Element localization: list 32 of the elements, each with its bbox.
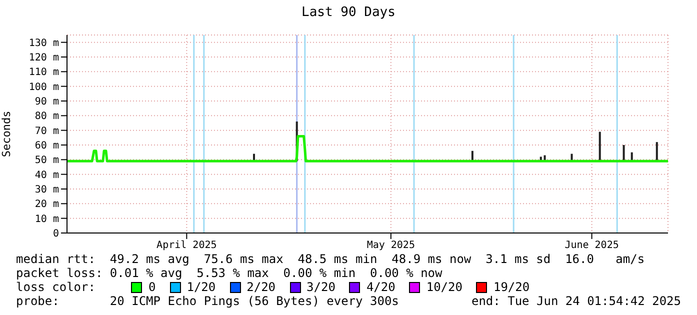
text: 1/20	[186, 280, 216, 294]
x-tick-label: May 2025	[366, 240, 415, 252]
text: packet loss: 0.01 % avg 5.53 % max 0.00 % min 0.00 % now	[16, 266, 442, 280]
text: 0	[148, 280, 156, 294]
x-tick-label: June 2025	[564, 240, 619, 252]
text: end: Tue Jun 24 01:54:42 2025	[471, 294, 681, 308]
x-tick-label: April 2025	[156, 240, 217, 252]
y-tick-label: 120 m	[28, 52, 59, 64]
y-tick-label: 40 m	[34, 170, 59, 181]
y-axis-title: Seconds	[0, 110, 13, 158]
text: median rtt: 49.2 ms avg 75.6 ms max 48.5 ms min 48.9 ms now 3.1 ms sd 16.0 am/s	[16, 252, 645, 266]
y-tick-label: 30 m	[34, 184, 59, 196]
y-tick-label: 0	[52, 228, 59, 240]
text: loss color:	[16, 280, 96, 294]
y-tick-label: 80 m	[34, 111, 59, 122]
text: 4/20	[366, 280, 396, 294]
y-tick-label: 130 m	[28, 38, 59, 49]
line-series	[67, 134, 668, 162]
y-tick-label: 100 m	[28, 82, 59, 93]
text: 10/20	[426, 280, 462, 294]
y-tick-label: 60 m	[34, 140, 59, 152]
y-tick-label: 50 m	[34, 155, 59, 166]
y-tick-label: 10 m	[34, 214, 59, 225]
y-tick-label: 20 m	[34, 199, 59, 210]
y-tick-label: 90 m	[34, 96, 59, 108]
text: 19/20	[493, 280, 530, 294]
text: 3/20	[306, 280, 336, 294]
y-tick-label: 110 m	[28, 67, 59, 78]
text: 2/20	[246, 280, 276, 294]
y-tick-label: 70 m	[34, 126, 59, 137]
chart-title: Last 90 Days	[300, 5, 396, 20]
text: probe: 20 ICMP Echo Pings (56 Bytes) every 300s	[16, 294, 399, 308]
